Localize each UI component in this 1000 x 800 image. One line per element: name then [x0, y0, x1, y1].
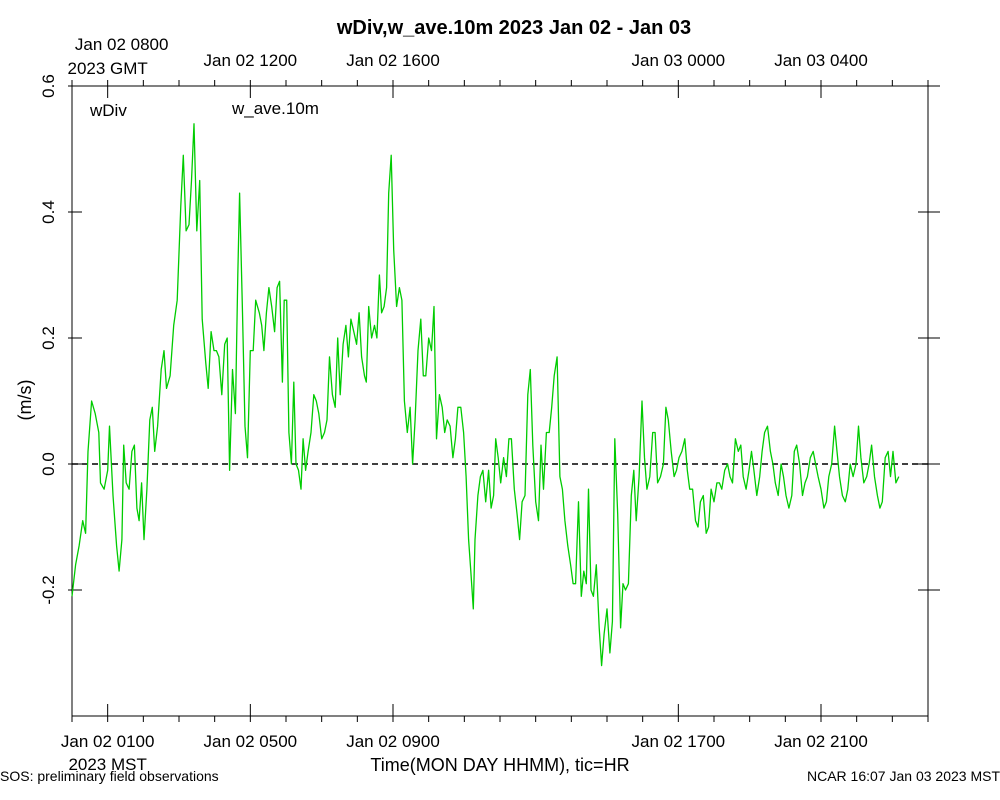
chart-title: wDiv,w_ave.10m 2023 Jan 02 - Jan 03 [336, 17, 691, 39]
legend: wDiv w_ave.10m [89, 99, 319, 120]
x-tick-label-bottom: Jan 02 1700 [632, 732, 726, 751]
x-tick-label-bottom: Jan 02 0900 [346, 732, 440, 751]
y-tick-label: 0.6 [39, 74, 58, 98]
x-tick-label-top: Jan 02 1600 [346, 51, 440, 70]
x-tick-sublabel-top: 2023 GMT [68, 59, 148, 78]
x-tick-label-bottom: Jan 02 2100 [774, 732, 868, 751]
y-axis-label: (m/s) [15, 380, 35, 421]
legend-entry-w-ave-10m: w_ave.10m [231, 99, 319, 118]
series-line-w-ave-10m [71, 123, 900, 667]
footer-left: SOS: preliminary field observations [0, 768, 219, 784]
x-axis-label: Time(MON DAY HHMM), tic=HR [370, 755, 629, 775]
y-tick-label: 0.2 [39, 326, 58, 350]
x-tick-sublabel-bottom: 2023 MST [68, 755, 146, 774]
x-tick-label-top: Jan 03 0000 [632, 51, 726, 70]
x-tick-label-top: Jan 03 0400 [774, 51, 868, 70]
y-tick-label: -0.2 [39, 575, 58, 604]
y-tick-label: 0.4 [39, 200, 58, 224]
x-tick-label-bottom: Jan 02 0500 [204, 732, 298, 751]
x-axis-top: Jan 02 0800 2023 GMT Jan 02 1200 Jan 02 160… [68, 35, 929, 98]
x-tick-label-top: Jan 02 1200 [204, 51, 298, 70]
x-tick-label-bottom: Jan 02 0100 [61, 732, 155, 751]
series-layer [71, 123, 900, 667]
x-tick-label-top: Jan 02 0800 [75, 35, 169, 54]
x-axis-bottom: Jan 02 0100 2023 MST Jan 02 0500 Jan 02 090… [61, 704, 929, 774]
footer-right: NCAR 16:07 Jan 03 2023 MST [807, 768, 1000, 784]
y-tick-label: 0.0 [39, 452, 58, 476]
legend-entry-wdiv: wDiv [89, 101, 127, 120]
y-axis: -0.2 0.0 0.2 0.4 0.6 [39, 74, 940, 605]
